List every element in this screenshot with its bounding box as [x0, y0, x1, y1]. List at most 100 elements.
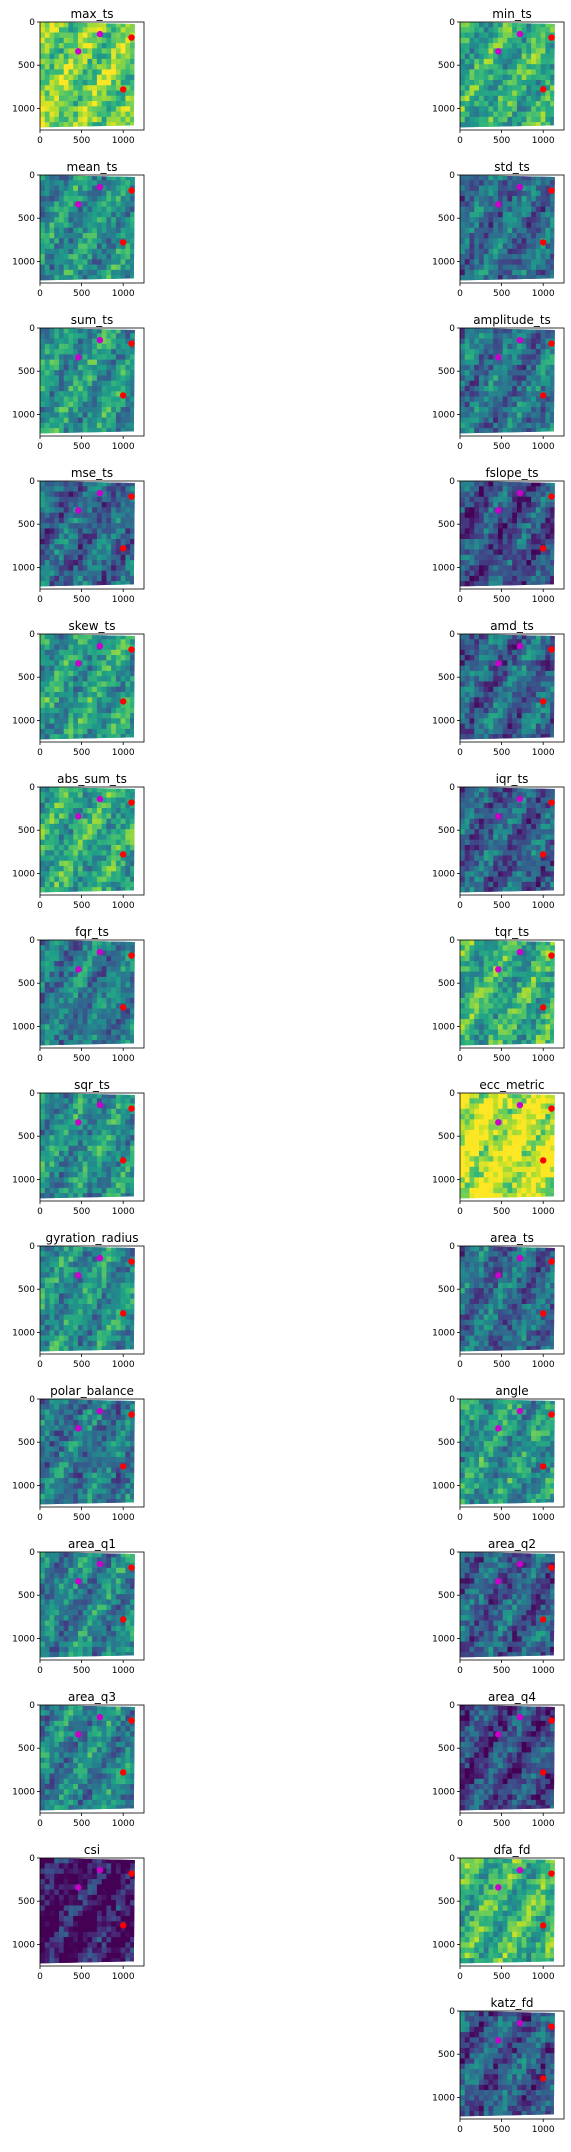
heatmap-cell	[502, 417, 508, 424]
heatmap-cell	[125, 196, 131, 202]
heatmap-cell	[125, 802, 131, 809]
heatmap-cell	[521, 718, 527, 724]
heatmap-cell	[120, 713, 126, 719]
heatmap-cell	[483, 338, 489, 345]
heatmap-cell	[545, 834, 551, 841]
heatmap-cell	[120, 507, 126, 514]
heatmap-cell	[512, 644, 518, 651]
heatmap-cell	[464, 27, 470, 33]
heatmap-cell	[464, 359, 470, 366]
heatmap-cell	[469, 881, 475, 888]
heatmap-cell	[87, 175, 93, 181]
y-tick-label: 1000	[432, 257, 455, 267]
heatmap-cell	[474, 343, 480, 350]
heatmap-cell	[130, 866, 135, 872]
heatmap-cell	[469, 691, 475, 698]
heatmap-cell	[483, 491, 489, 498]
heatmap-cell	[40, 649, 46, 656]
heatmap-cell	[535, 401, 542, 408]
heatmap-cell	[540, 802, 546, 809]
heatmap-cell	[73, 180, 79, 186]
heatmap-cell	[115, 887, 122, 893]
heatmap-cell	[73, 238, 79, 244]
heatmap-cell	[502, 802, 508, 809]
heatmap-cell	[49, 676, 55, 682]
heatmap-cell	[96, 354, 103, 361]
heatmap-cell	[68, 813, 74, 820]
heatmap-cell	[120, 575, 126, 582]
heatmap-cell	[493, 380, 499, 387]
heatmap-cell	[120, 375, 126, 382]
heatmap-cell	[516, 565, 523, 571]
heatmap-cell	[58, 634, 65, 640]
heatmap-cell	[464, 380, 470, 387]
heatmap-cell	[545, 481, 551, 487]
heatmap-cell	[125, 43, 131, 49]
heatmap-cell	[96, 871, 103, 877]
heatmap-cell	[63, 364, 69, 371]
heatmap-cell	[44, 95, 50, 102]
heatmap-cell	[44, 512, 50, 519]
heatmap-cell	[44, 412, 50, 418]
heatmap-cell	[58, 222, 65, 229]
heatmap-cell	[483, 718, 489, 724]
heatmap-cell	[526, 79, 532, 86]
heatmap-cell	[115, 90, 122, 97]
heatmap-cell	[545, 48, 551, 55]
heatmap-cell	[516, 554, 523, 561]
heatmap-cell	[101, 676, 107, 682]
heatmap-cell	[483, 380, 489, 387]
heatmap-cell	[478, 385, 485, 392]
heatmap-cell	[49, 876, 55, 883]
heatmap-cell	[77, 486, 84, 492]
heatmap-cell	[92, 681, 98, 688]
heatmap-cell	[488, 106, 494, 112]
heatmap-cell	[63, 238, 69, 244]
heatmap-cell	[460, 491, 466, 498]
heatmap-cell	[469, 496, 475, 503]
heatmap-cell	[512, 660, 518, 667]
heatmap-cell	[63, 533, 69, 540]
heatmap-cell	[478, 523, 485, 529]
heatmap-cell	[550, 380, 555, 387]
heatmap-cell	[106, 69, 112, 76]
heatmap-cell	[535, 834, 542, 841]
heatmap-cell	[469, 697, 475, 703]
heatmap-cell	[54, 507, 60, 514]
heatmap-cell	[478, 850, 485, 856]
heatmap-cell	[40, 48, 46, 55]
heatmap-cell	[87, 496, 93, 503]
heatmap-cell	[130, 707, 135, 714]
heatmap-cell	[125, 797, 131, 804]
heatmap-cell	[106, 243, 112, 250]
heatmap-cell	[550, 359, 555, 366]
heatmap-cell	[106, 866, 112, 872]
heatmap-cell	[120, 855, 126, 862]
heatmap-cell	[58, 74, 65, 81]
heatmap-cell	[40, 676, 46, 682]
heatmap-cell	[96, 417, 103, 424]
heatmap-cell	[531, 380, 537, 387]
heatmap-cell	[478, 660, 485, 667]
heatmap-cell	[507, 101, 513, 107]
heatmap-cell	[474, 243, 480, 250]
heatmap-cell	[44, 538, 50, 545]
heatmap-cell	[40, 871, 46, 877]
heatmap-cell	[488, 328, 494, 334]
heatmap-cell	[545, 185, 551, 192]
heatmap-cell	[464, 691, 470, 698]
heatmap-cell	[44, 222, 50, 229]
heatmap-cell	[92, 665, 98, 672]
heatmap-cell	[87, 734, 93, 740]
heatmap-image	[40, 634, 135, 740]
heatmap-cell	[101, 855, 107, 862]
heatmap-cell	[540, 196, 546, 202]
heatmap-cell	[497, 43, 504, 49]
heatmap-cell	[58, 839, 65, 846]
heatmap-cell	[58, 876, 65, 883]
heatmap-cell	[111, 723, 117, 730]
heatmap-cell	[474, 175, 480, 181]
heatmap-cell	[44, 871, 50, 877]
heatmap-cell	[54, 718, 60, 724]
heatmap-cell	[77, 79, 84, 86]
